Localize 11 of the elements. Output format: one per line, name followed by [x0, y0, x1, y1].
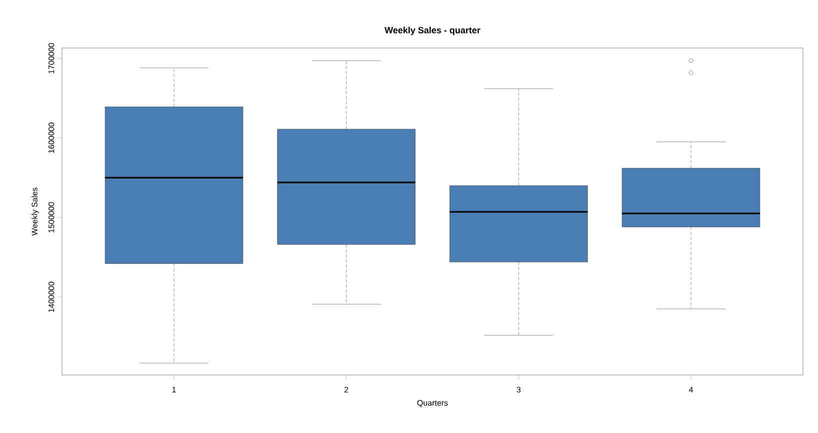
x-tick-label: 4 — [688, 386, 693, 392]
y-axis-title: Weekly Sales — [31, 188, 39, 236]
y-tick-label: 1700000 — [48, 43, 54, 74]
x-tick-label: 2 — [344, 386, 348, 392]
x-axis-title: Quarters — [417, 400, 448, 408]
chart-title: Weekly Sales - quarter — [384, 26, 480, 36]
x-tick-label: 3 — [516, 386, 521, 393]
y-tick-label: 1400000 — [48, 282, 54, 312]
x-tick-label: 1 — [172, 386, 176, 392]
y-tick-label: 1500000 — [48, 202, 54, 232]
y-tick-label: 1600000 — [48, 122, 54, 153]
